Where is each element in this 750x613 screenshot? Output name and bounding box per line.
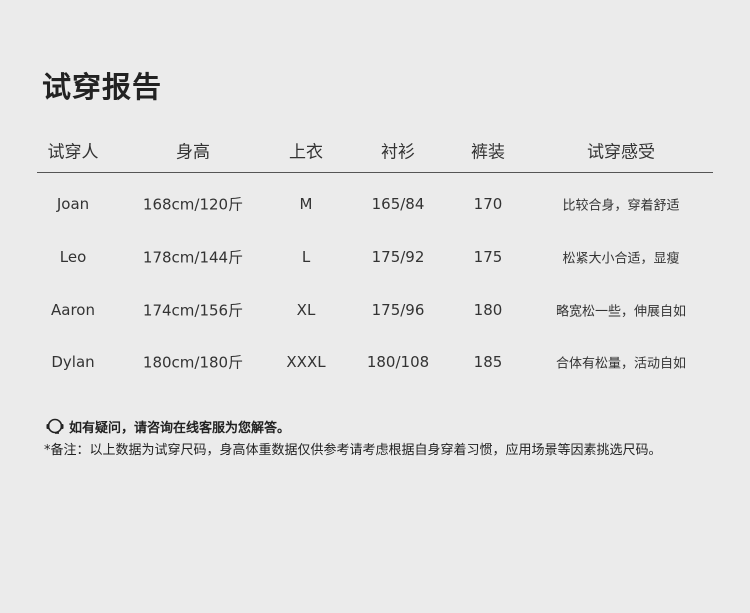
table-cell: M [299,195,313,213]
table-cell: 180 [473,301,503,319]
column-header: 试穿人 [47,142,99,163]
customer-service-link[interactable]: 如有疑问，请咨询在线客服为您解答。 [45,417,290,436]
column-header: 身高 [176,142,210,163]
table-cell: Dylan [51,353,95,371]
table-cell: 松紧大小合适，显瘦 [562,251,680,267]
column-header: 上衣 [289,142,323,163]
table-cell: XXXL [286,353,326,371]
column-header: 衬衫 [381,142,415,163]
table-cell: 174cm/156斤 [142,301,244,320]
page-title: 试穿报告 [42,70,163,104]
table-cell: 170 [473,195,503,213]
column-header: 试穿感受 [587,142,655,163]
table-cell: 175/92 [371,248,425,266]
table-cell: 168cm/120斤 [142,195,244,214]
headset-icon [46,418,64,434]
table-cell: Joan [56,195,90,213]
table-cell: 165/84 [371,195,425,213]
table-cell: 180/108 [366,353,430,371]
note-text: *备注：以上数据为试穿尺码，身高体重数据仅供参考请考虑根据自身穿着习惯，应用场景… [44,443,662,458]
table-cell: L [301,248,311,266]
table-cell: XL [296,301,316,319]
column-header: 裤装 [471,142,505,163]
table-cell: 178cm/144斤 [142,248,244,267]
table-cell: 180cm/180斤 [142,353,244,372]
table-cell: 175 [473,248,503,266]
table-cell: 175/96 [371,301,425,319]
contact-text: 如有疑问，请咨询在线客服为您解答。 [69,421,291,436]
table-cell: Leo [59,248,87,266]
table-cell: 185 [473,353,503,371]
table-cell: Aaron [51,301,95,319]
table-cell: 略宽松一些，伸展自如 [555,304,687,320]
header-divider [37,172,713,173]
table-cell: 比较合身，穿着舒适 [562,198,680,214]
table-cell: 合体有松量，活动自如 [555,356,687,372]
